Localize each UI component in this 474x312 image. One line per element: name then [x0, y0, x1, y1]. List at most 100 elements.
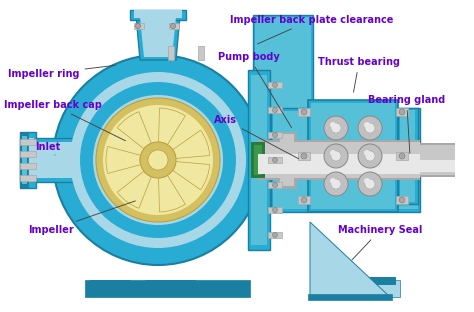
Bar	[311, 103, 395, 209]
Bar	[198, 46, 204, 60]
Circle shape	[358, 172, 382, 196]
Text: Thrust bearing: Thrust bearing	[318, 57, 400, 92]
Circle shape	[93, 95, 223, 225]
Bar	[298, 108, 310, 116]
Text: Impeller ring: Impeller ring	[8, 65, 115, 79]
Bar	[20, 139, 36, 145]
Text: Machinery Seal: Machinery Seal	[338, 225, 422, 260]
Text: Impeller back cap: Impeller back cap	[4, 100, 126, 141]
Circle shape	[273, 108, 277, 113]
Polygon shape	[315, 277, 395, 284]
Text: Impeller back plate clearance: Impeller back plate clearance	[230, 15, 393, 44]
Text: Impeller: Impeller	[28, 201, 136, 235]
Circle shape	[273, 158, 277, 163]
Circle shape	[364, 178, 370, 184]
Wedge shape	[117, 112, 151, 149]
Bar	[22, 136, 27, 184]
Text: Pump body: Pump body	[218, 52, 292, 128]
Circle shape	[399, 197, 405, 203]
Bar	[20, 163, 36, 169]
Bar	[258, 154, 420, 174]
Circle shape	[399, 153, 405, 159]
Circle shape	[273, 232, 277, 237]
Bar	[396, 152, 408, 160]
Wedge shape	[173, 162, 210, 190]
Circle shape	[171, 23, 175, 28]
Polygon shape	[310, 280, 400, 297]
Circle shape	[148, 150, 168, 170]
Bar	[20, 132, 28, 188]
Polygon shape	[140, 17, 176, 57]
Circle shape	[399, 109, 405, 115]
Bar	[308, 294, 392, 300]
Bar	[395, 145, 455, 175]
Polygon shape	[310, 222, 390, 297]
Bar	[400, 110, 415, 202]
Text: Inlet: Inlet	[35, 142, 60, 155]
Wedge shape	[106, 147, 141, 173]
Circle shape	[273, 183, 277, 188]
Circle shape	[358, 116, 382, 140]
Circle shape	[273, 133, 277, 138]
Circle shape	[96, 98, 220, 222]
Circle shape	[331, 123, 341, 133]
Bar	[271, 108, 420, 212]
Text: Axis: Axis	[214, 115, 299, 159]
Bar	[273, 111, 418, 209]
Bar	[20, 151, 36, 157]
Bar	[20, 175, 36, 181]
Bar	[396, 108, 408, 116]
Bar	[254, 145, 262, 175]
Bar	[268, 132, 282, 138]
Bar	[268, 107, 282, 113]
Circle shape	[70, 72, 246, 248]
Bar	[251, 75, 267, 245]
Bar	[168, 46, 174, 60]
Bar	[308, 100, 398, 212]
Polygon shape	[145, 280, 195, 287]
Bar	[251, 142, 265, 178]
Circle shape	[358, 144, 382, 168]
Bar	[396, 196, 408, 204]
Bar	[395, 143, 455, 177]
Circle shape	[80, 82, 236, 238]
Bar	[22, 138, 34, 182]
Bar	[398, 108, 418, 204]
Bar	[298, 196, 310, 204]
Polygon shape	[253, 15, 313, 130]
Circle shape	[301, 109, 307, 115]
Bar	[20, 138, 78, 182]
Bar	[134, 23, 144, 29]
Bar	[268, 82, 282, 88]
Circle shape	[301, 153, 307, 159]
Wedge shape	[117, 171, 151, 208]
Bar	[134, 10, 182, 18]
Circle shape	[273, 82, 277, 87]
Polygon shape	[85, 280, 250, 297]
Bar	[278, 132, 296, 188]
Polygon shape	[255, 17, 311, 128]
Bar	[298, 152, 310, 160]
Circle shape	[103, 105, 213, 215]
Bar	[258, 142, 420, 178]
Circle shape	[330, 178, 336, 184]
Bar	[268, 232, 282, 238]
Bar	[268, 157, 282, 163]
Circle shape	[140, 142, 176, 178]
Circle shape	[324, 172, 348, 196]
Bar	[248, 70, 270, 250]
Circle shape	[365, 179, 375, 189]
Circle shape	[330, 150, 336, 156]
Bar	[395, 160, 455, 172]
Circle shape	[364, 122, 370, 128]
Circle shape	[365, 151, 375, 161]
Wedge shape	[158, 175, 185, 212]
Bar	[22, 142, 78, 178]
Bar	[268, 182, 282, 188]
Text: Bearing gland: Bearing gland	[368, 95, 445, 153]
Bar	[280, 134, 294, 186]
Circle shape	[136, 23, 140, 28]
Circle shape	[364, 150, 370, 156]
Bar	[20, 132, 36, 188]
Circle shape	[324, 144, 348, 168]
